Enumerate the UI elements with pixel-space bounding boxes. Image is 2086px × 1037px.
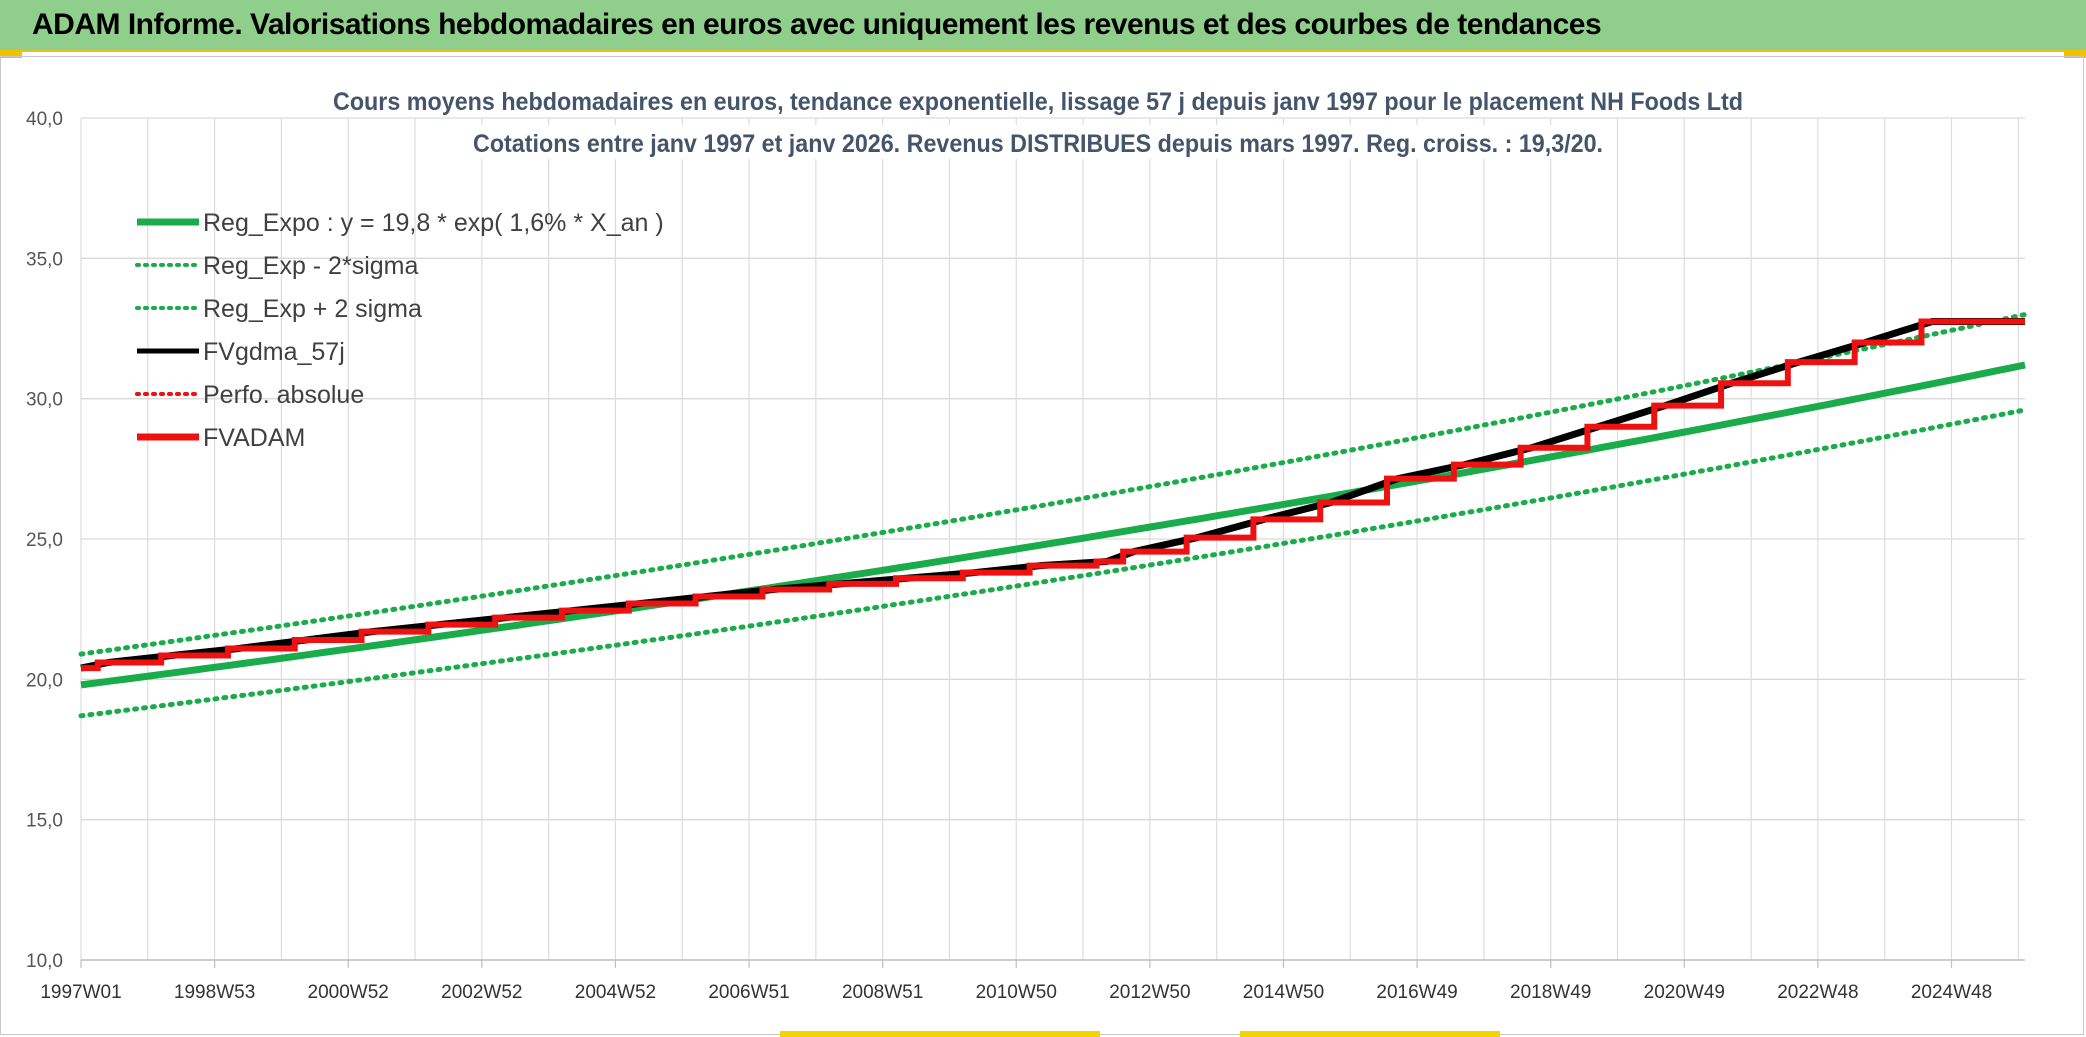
bottom-accent xyxy=(780,1031,1100,1037)
y-tick-label: 25,0 xyxy=(26,530,63,551)
y-tick-label: 30,0 xyxy=(26,390,63,411)
chart-title: Cours moyens hebdomadaires en euros, ten… xyxy=(333,88,1743,116)
x-tick-label: 2008W51 xyxy=(842,982,923,1003)
series-reg-exp-plus-2sigma xyxy=(78,312,2028,657)
series-fvadam xyxy=(81,318,2025,672)
x-tick-label: 2002W52 xyxy=(441,982,522,1003)
y-tick-label: 40,0 xyxy=(26,109,63,130)
line-chart: 10,0 15,0 20,0 25,0 30,0 35,0 40,0 1997W01 1998W… xyxy=(26,83,2028,1003)
series-reg-expo xyxy=(80,361,2026,689)
x-tick-label: 1998W53 xyxy=(174,982,255,1003)
x-tick-label: 2024W48 xyxy=(1911,982,1992,1003)
report-title: ADAM Informe. Valorisations hebdomadaire… xyxy=(32,8,1602,41)
chart-title-bg xyxy=(326,83,1751,117)
x-tick-label: 2018W49 xyxy=(1510,982,1591,1003)
y-tick-label: 10,0 xyxy=(26,951,63,972)
y-tick-label: 15,0 xyxy=(26,811,63,832)
chart-subtitle-bg xyxy=(466,125,1611,159)
x-tick-label: 1997W01 xyxy=(40,982,121,1003)
corner-mark-right xyxy=(2064,50,2086,58)
legend-label: Reg_Exp + 2 sigma xyxy=(203,295,422,323)
x-tick-label: 2014W50 xyxy=(1243,982,1324,1003)
legend-label: Reg_Expo : y = 19,8 * exp( 1,6% * X_an ) xyxy=(203,209,664,237)
legend-label: Reg_Exp - 2*sigma xyxy=(203,252,418,280)
chart-frame: 10,0 15,0 20,0 25,0 30,0 35,0 40,0 1997W01 1998W… xyxy=(0,56,2084,1035)
x-tick-label: 2020W49 xyxy=(1644,982,1725,1003)
chart-subtitle: Cotations entre janv 1997 et janv 2026. … xyxy=(473,130,1603,158)
y-tick-label: 35,0 xyxy=(26,249,63,270)
x-tick-label: 2010W50 xyxy=(976,982,1057,1003)
x-tick-label: 2006W51 xyxy=(708,982,789,1003)
x-tick-label: 2016W49 xyxy=(1376,982,1457,1003)
corner-mark-left xyxy=(0,50,22,58)
legend-label: Perfo. absolue xyxy=(203,381,364,409)
series-reg-exp-minus-2sigma xyxy=(78,407,2028,719)
x-tick-label: 2022W48 xyxy=(1777,982,1858,1003)
x-tick-label: 2012W50 xyxy=(1109,982,1190,1003)
x-tick-label: 2000W52 xyxy=(308,982,389,1003)
bottom-accent-2 xyxy=(1240,1031,1500,1037)
legend-label: FVADAM xyxy=(203,424,305,452)
legend-label: FVgdma_57j xyxy=(203,338,345,366)
y-tick-label: 20,0 xyxy=(26,670,63,691)
report-banner: ADAM Informe. Valorisations hebdomadaire… xyxy=(0,0,2086,52)
x-tick-label: 2004W52 xyxy=(575,982,656,1003)
